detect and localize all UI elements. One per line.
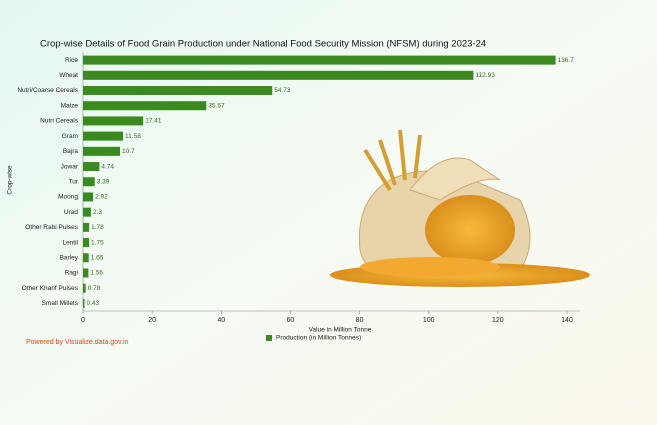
value-label: 10.7 <box>122 148 135 155</box>
value-label: 1.78 <box>91 224 104 231</box>
x-tick-label: 100 <box>423 317 435 324</box>
y-tick-label: Gram <box>62 133 78 140</box>
y-tick-label: Other Rabi Pulses <box>25 224 78 231</box>
y-tick-label: Bajra <box>63 148 79 155</box>
grain-illustration <box>330 129 590 287</box>
y-tick-label: Ragi <box>65 270 78 277</box>
y-tick-label: Small Millets <box>42 300 79 307</box>
y-tick-label: Rice <box>65 57 78 64</box>
x-tick-label: 20 <box>148 317 156 324</box>
bar <box>83 101 207 111</box>
value-label: 2.3 <box>93 209 102 216</box>
legend-label: Production (in Million Tonnes) <box>276 335 361 342</box>
y-tick-label: Other Kharif Pulses <box>22 285 79 292</box>
bar <box>83 192 94 202</box>
y-tick-label: Nutri/Coarse Cereals <box>17 87 78 94</box>
value-label: 2.92 <box>95 194 108 201</box>
bar <box>83 177 95 187</box>
value-label: 54.73 <box>274 87 291 94</box>
y-tick-label: Lentil <box>62 239 78 246</box>
bar <box>83 86 273 96</box>
y-tick-label: Tur <box>68 178 78 185</box>
bar <box>83 298 85 308</box>
bar <box>83 55 556 65</box>
credit: Powered by Visualize.data.gov.in <box>26 339 129 346</box>
y-tick-label: Wheat <box>59 72 78 79</box>
x-tick-label: 0 <box>81 317 85 324</box>
x-tick-label: 120 <box>492 317 504 324</box>
bar <box>83 146 120 156</box>
x-tick-label: 80 <box>356 317 364 324</box>
y-tick-label: Barley <box>60 254 79 261</box>
bar <box>83 283 86 293</box>
x-tick-label: 60 <box>287 317 295 324</box>
value-label: 35.67 <box>208 102 225 109</box>
bar <box>83 131 124 141</box>
value-label: 1.75 <box>91 239 104 246</box>
value-label: 3.39 <box>97 178 110 185</box>
value-label: 0.78 <box>88 285 101 292</box>
x-tick-label: 140 <box>561 317 573 324</box>
legend-swatch <box>266 335 272 341</box>
x-tick-label: 40 <box>217 317 225 324</box>
bar <box>83 268 89 278</box>
bar <box>83 253 89 263</box>
y-tick-label: Maize <box>61 102 79 109</box>
value-label: 112.93 <box>475 72 495 79</box>
y-tick-label: Jowar <box>61 163 79 170</box>
value-label: 17.41 <box>145 118 162 125</box>
bar <box>83 222 90 232</box>
chart-title: Crop-wise Details of Food Grain Producti… <box>40 39 486 50</box>
value-label: 0.43 <box>86 300 99 307</box>
y-tick-label: Nutri Cereals <box>40 118 79 125</box>
bar <box>83 162 100 172</box>
bar <box>83 70 474 80</box>
y-tick-label: Urad <box>64 209 78 216</box>
value-label: 136.7 <box>558 57 575 64</box>
bar <box>83 116 144 126</box>
y-tick-label: Moong <box>58 194 78 201</box>
y-axis-title: Crop-wise <box>7 165 14 195</box>
x-axis-title: Value in Million Tonne <box>309 327 372 334</box>
bar <box>83 238 90 248</box>
value-label: 1.56 <box>90 270 103 277</box>
value-label: 1.65 <box>91 254 104 261</box>
value-label: 4.74 <box>101 163 114 170</box>
value-label: 11.58 <box>125 133 141 140</box>
bar <box>83 207 91 217</box>
